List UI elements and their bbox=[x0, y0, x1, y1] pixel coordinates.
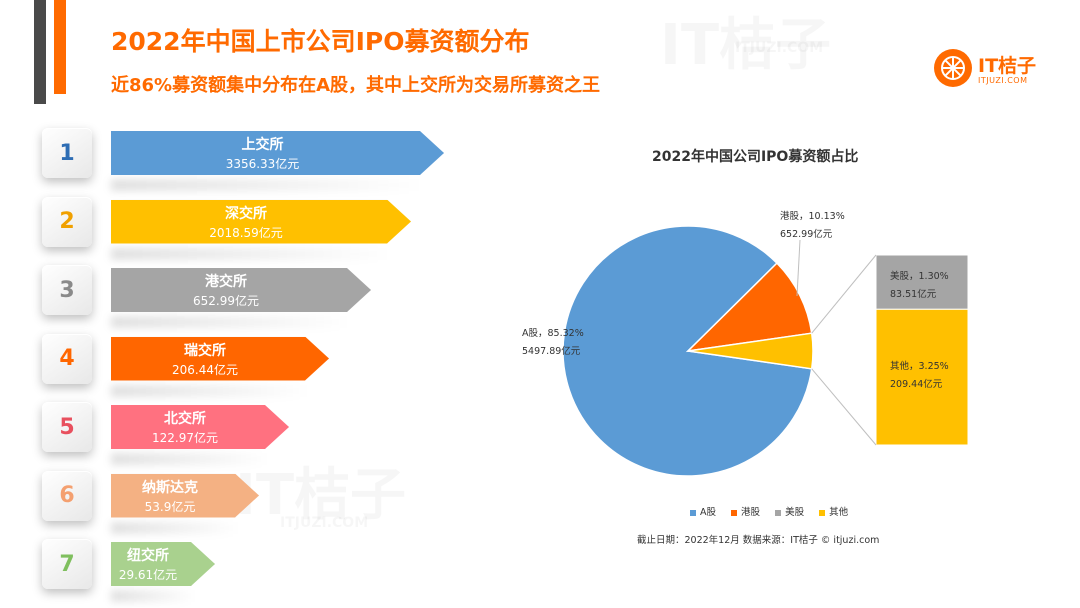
exchange-bar: 深交所 2018.59亿元 bbox=[111, 200, 411, 244]
slice-label-a-share: A股，85.32% 5497.89亿元 bbox=[522, 328, 584, 357]
bar-shadow bbox=[111, 590, 195, 602]
legend-item: 港股 bbox=[731, 507, 760, 518]
exchange-amount: 29.61亿元 bbox=[118, 568, 178, 582]
breakdown-label-other: 其他，3.25% 209.44亿元 bbox=[890, 361, 949, 390]
rank-number: 1 bbox=[42, 128, 92, 178]
exchange-amount: 53.9亿元 bbox=[144, 499, 196, 514]
leader-line-hk-share bbox=[796, 239, 801, 297]
ranking-row: 5 北交所 122.97亿元 bbox=[0, 402, 460, 465]
pie-slice-hk-share bbox=[685, 262, 813, 353]
rank-number: 7 bbox=[42, 539, 92, 589]
bar-shadow bbox=[111, 453, 269, 465]
exchange-amount: 122.97亿元 bbox=[152, 431, 218, 445]
exchange-name: 上交所 bbox=[241, 137, 284, 153]
legend-item: 美股 bbox=[775, 507, 804, 518]
breakdown-bar-us-share bbox=[875, 254, 969, 310]
ranking-row: 1 上交所 3356.33亿元 bbox=[0, 128, 460, 191]
source-note: 截止日期：2022年12月 数据来源：IT桔子 © itjuzi.com bbox=[637, 535, 880, 546]
chart-legend: A股 港股 美股 其他 bbox=[690, 504, 860, 518]
ranking-row: 2 深交所 2018.59亿元 bbox=[0, 196, 460, 260]
breakdown-label-us-share: 美股，1.30% 83.51亿元 bbox=[890, 271, 949, 300]
rank-number: 2 bbox=[42, 196, 92, 247]
exchange-amount: 206.44亿元 bbox=[172, 362, 238, 377]
brand-logo: IT桔子 ITJUZI.COM bbox=[934, 49, 1044, 91]
exchange-bar: 纳斯达克 53.9亿元 bbox=[111, 474, 259, 518]
page-title: 2022年中国上市公司IPO募资额分布 bbox=[111, 27, 530, 56]
decor-bar-dark bbox=[34, 0, 46, 104]
connector-line-bottom bbox=[811, 368, 877, 446]
ranking-row: 6 纳斯达克 53.9亿元 bbox=[0, 470, 460, 534]
rank-number: 4 bbox=[42, 333, 92, 384]
exchange-amount: 3356.33亿元 bbox=[225, 157, 300, 171]
rank-number: 5 bbox=[42, 402, 92, 452]
exchange-name: 纳斯达克 bbox=[142, 479, 198, 496]
bar-shadow bbox=[111, 316, 351, 328]
exchange-name: 深交所 bbox=[225, 205, 267, 222]
legend-item: 其他 bbox=[819, 507, 848, 518]
ranking-row: 4 瑞交所 206.44亿元 bbox=[0, 333, 460, 397]
exchange-bar: 纽交所 29.61亿元 bbox=[111, 542, 215, 586]
slice-label-hk-share: 港股，10.13% 652.99亿元 bbox=[780, 211, 845, 240]
bar-shadow bbox=[111, 247, 391, 260]
exchange-bar: 瑞交所 206.44亿元 bbox=[111, 337, 329, 381]
exchange-amount: 2018.59亿元 bbox=[209, 225, 283, 240]
rank-number: 6 bbox=[42, 470, 92, 521]
exchange-bar: 北交所 122.97亿元 bbox=[111, 405, 289, 449]
exchange-name: 纽交所 bbox=[127, 548, 169, 564]
rank-number: 3 bbox=[42, 265, 92, 315]
orange-logo-icon bbox=[934, 49, 972, 87]
exchange-name: 港交所 bbox=[205, 274, 247, 290]
page-subtitle: 近86%募资额集中分布在A股，其中上交所为交易所募资之王 bbox=[111, 75, 601, 96]
bar-shadow bbox=[111, 179, 424, 191]
pie-slice-other bbox=[687, 332, 814, 370]
bar-shadow bbox=[111, 521, 239, 534]
exchange-amount: 652.99亿元 bbox=[193, 294, 259, 308]
connector-line-top bbox=[811, 254, 877, 334]
logo-url: ITJUZI.COM bbox=[978, 76, 1028, 85]
exchange-name: 北交所 bbox=[164, 411, 206, 427]
exchange-bar: 港交所 652.99亿元 bbox=[111, 268, 371, 312]
legend-item: A股 bbox=[690, 507, 716, 518]
ranking-row: 7 纽交所 29.61亿元 bbox=[0, 539, 460, 602]
logo-name: IT桔子 bbox=[978, 55, 1037, 77]
bar-shadow bbox=[111, 384, 309, 397]
exchange-bar: 上交所 3356.33亿元 bbox=[111, 131, 444, 175]
ranking-row: 3 港交所 652.99亿元 bbox=[0, 265, 460, 328]
pie-chart-title: 2022年中国公司IPO募资额占比 bbox=[652, 149, 859, 165]
exchange-name: 瑞交所 bbox=[184, 342, 226, 359]
breakdown-bar-other bbox=[875, 308, 969, 446]
decor-bar-orange bbox=[54, 0, 66, 94]
